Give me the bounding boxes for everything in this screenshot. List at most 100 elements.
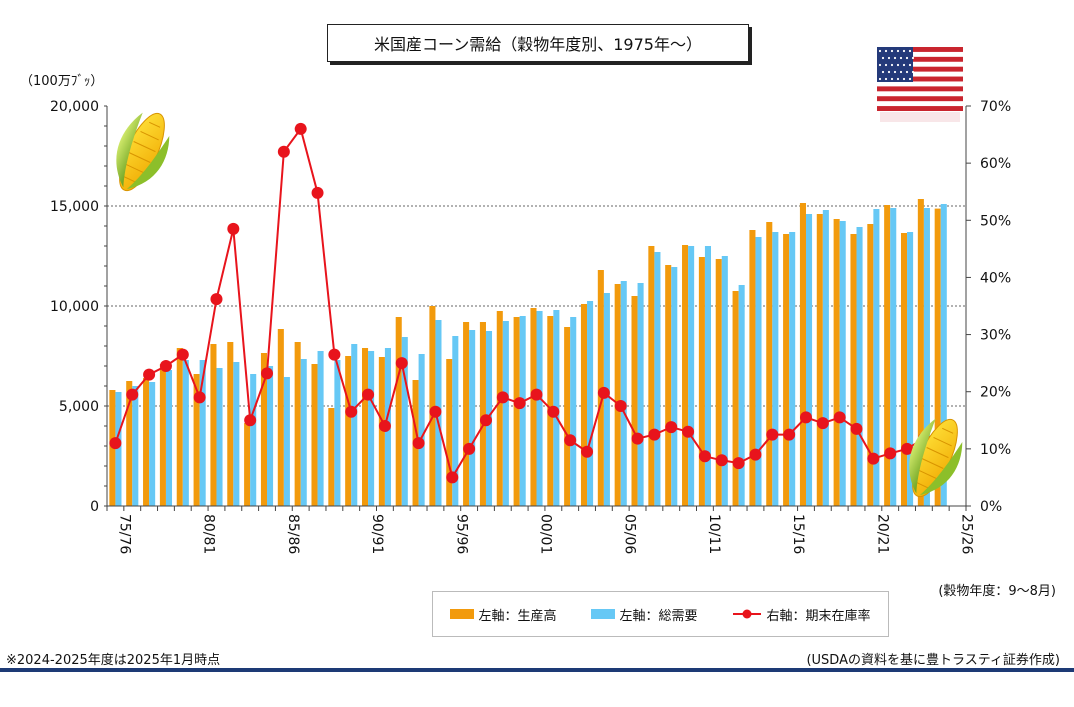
bar-production	[244, 423, 251, 506]
x-axis-note: (穀物年度：9～8月)	[938, 584, 1056, 599]
flag-star	[902, 77, 906, 81]
bar-production	[227, 342, 234, 506]
flag-star	[908, 49, 912, 53]
bar-demand	[300, 359, 307, 506]
flag-star	[896, 49, 900, 53]
flag-star	[908, 77, 912, 81]
stock-ratio-point	[682, 425, 695, 438]
legend-swatch-production	[450, 609, 475, 619]
bar-demand	[570, 317, 577, 506]
bar-production	[513, 317, 520, 506]
y-left-tick-label: 0	[90, 499, 99, 515]
bar-demand	[233, 362, 240, 506]
bar-production	[362, 348, 369, 506]
bar-demand	[182, 360, 189, 506]
bar-production	[294, 342, 301, 506]
bar-demand	[267, 366, 274, 506]
bar-production	[193, 374, 200, 506]
stock-ratio-point	[496, 391, 509, 404]
bar-demand	[519, 316, 526, 506]
flag-star	[893, 56, 897, 60]
bar-demand	[469, 330, 476, 506]
legend-item-production: 左軸：生産高	[450, 605, 557, 624]
bar-production	[867, 224, 874, 506]
bar-demand	[418, 354, 425, 506]
flag-star	[911, 70, 915, 74]
bar-production	[260, 353, 268, 506]
flag-stripe	[877, 66, 963, 72]
bar-production	[530, 308, 537, 506]
stock-ratio-point	[581, 445, 594, 458]
stock-ratio-point	[261, 367, 274, 380]
bar-demand	[688, 246, 695, 506]
bottom-divider	[0, 668, 1074, 672]
bar-production	[682, 245, 689, 506]
stock-ratio-point	[412, 437, 425, 450]
flag-stripe	[877, 96, 963, 102]
flag-star	[902, 63, 906, 67]
flag-star	[896, 63, 900, 67]
stock-ratio-point	[732, 457, 745, 470]
stock-ratio-point	[143, 368, 156, 381]
bar-demand	[671, 267, 678, 506]
bar-production	[766, 222, 773, 506]
stock-ratio-point	[614, 400, 627, 412]
x-tick-label: 80/81	[201, 514, 217, 554]
footnote-left: ※2024-2025年度は2025年1月時点	[6, 653, 221, 668]
flag-star	[893, 70, 897, 74]
bar-production	[311, 364, 318, 506]
flag-star	[884, 49, 888, 53]
flag-stripe	[877, 56, 963, 62]
bar-demand	[334, 360, 341, 506]
corn-icon	[909, 418, 963, 498]
bar-production	[799, 203, 806, 506]
bar-demand	[401, 337, 408, 506]
bar-demand	[637, 283, 644, 506]
stock-ratio-point	[126, 388, 139, 401]
stock-ratio-point	[799, 411, 812, 424]
stock-ratio-point	[210, 293, 223, 306]
bar-demand	[132, 386, 139, 506]
stock-ratio-point	[901, 442, 914, 455]
flag-star	[890, 49, 894, 53]
stock-ratio-point	[277, 145, 290, 158]
flag-star	[881, 70, 885, 74]
bar-production	[496, 311, 503, 506]
bar-production	[934, 208, 941, 506]
y-left-tick-label: 10,000	[50, 299, 99, 315]
flag-star	[896, 77, 900, 81]
bar-production	[614, 284, 621, 506]
bar-demand	[839, 221, 846, 506]
stock-ratio-point	[176, 348, 189, 361]
stock-ratio-point	[564, 434, 577, 447]
bar-demand	[165, 370, 173, 506]
x-tick-label: 10/11	[706, 514, 722, 554]
bars	[109, 199, 947, 506]
stock-ratio-point	[345, 405, 358, 418]
bar-production	[900, 233, 908, 506]
x-tick-label: 90/91	[369, 514, 385, 554]
footnote-right: (USDAの資料を基に豊トラスティ証券作成)	[806, 653, 1060, 668]
stock-ratio-point	[850, 422, 863, 435]
flag-star	[899, 56, 903, 60]
bar-demand	[603, 293, 610, 506]
flag-star	[908, 63, 912, 67]
us-flag-icon	[877, 47, 963, 122]
bar-demand	[772, 232, 779, 506]
flag-star	[905, 70, 909, 74]
flag-star	[902, 49, 906, 53]
bar-production	[328, 408, 335, 506]
flag-star	[881, 56, 885, 60]
bar-demand	[940, 204, 947, 506]
flag-star	[878, 77, 882, 81]
stock-ratio-point	[395, 357, 408, 370]
flag-star	[884, 77, 888, 81]
y-right-tick-label: 50%	[980, 213, 1011, 229]
bar-demand	[199, 360, 206, 506]
bar-production	[143, 378, 150, 506]
stock-ratio-point	[749, 448, 762, 461]
stock-ratio-point	[429, 405, 442, 418]
stock-ratio-point	[631, 432, 644, 445]
flag-stripe	[877, 47, 963, 52]
